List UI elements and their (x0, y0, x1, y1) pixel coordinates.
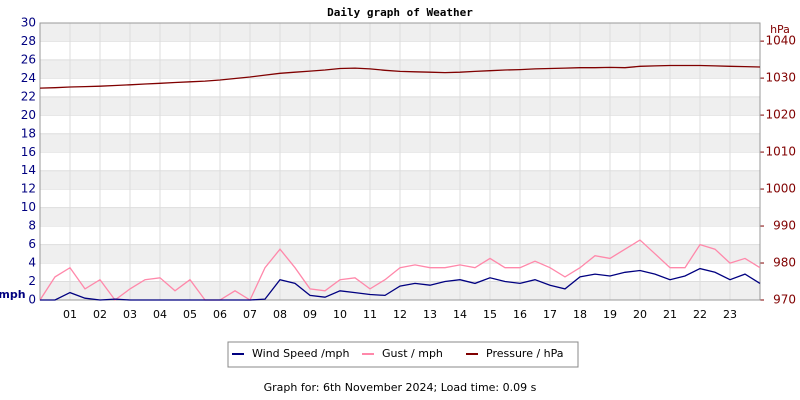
y-tick-label: 8 (28, 219, 36, 233)
x-tick-label: 06 (213, 308, 227, 321)
y-tick-label: 10 (21, 200, 36, 214)
x-tick-label: 21 (663, 308, 677, 321)
y2-tick-label: 1030 (765, 71, 796, 85)
y-axis-label: mph (0, 288, 26, 301)
y-tick-label: 14 (21, 163, 36, 177)
x-tick-label: 12 (393, 308, 407, 321)
x-tick-label: 15 (483, 308, 497, 321)
y-tick-label: 2 (28, 274, 36, 288)
y2-tick-label: 1040 (765, 34, 796, 48)
y-tick-label: 24 (21, 71, 36, 85)
footer: Graph for: 6th November 2024; Load time:… (264, 381, 537, 394)
x-tick-label: 20 (633, 308, 647, 321)
x-tick-label: 08 (273, 308, 287, 321)
y2-axis-label: hPa (770, 23, 790, 36)
y-tick-label: 28 (21, 34, 36, 48)
y2-tick-label: 980 (773, 256, 796, 270)
x-tick-label: 16 (513, 308, 527, 321)
y2-tick-label: 970 (773, 293, 796, 307)
x-tick-label: 19 (603, 308, 617, 321)
x-tick-label: 01 (63, 308, 77, 321)
y-tick-label: 30 (21, 16, 36, 30)
y-tick-label: 18 (21, 126, 36, 140)
legend-label: Gust / mph (382, 347, 443, 360)
x-tick-label: 04 (153, 308, 167, 321)
x-tick-label: 05 (183, 308, 197, 321)
chart-title: Daily graph of Weather (327, 6, 473, 19)
y2-tick-label: 1010 (765, 145, 796, 159)
y-tick-label: 6 (28, 237, 36, 251)
y-tick-label: 20 (21, 108, 36, 122)
x-tick-label: 23 (723, 308, 737, 321)
x-tick-label: 02 (93, 308, 107, 321)
x-tick-label: 10 (333, 308, 347, 321)
y-tick-label: 26 (21, 52, 36, 66)
legend-label: Wind Speed /mph (252, 347, 350, 360)
y-tick-label: 12 (21, 182, 36, 196)
x-tick-label: 03 (123, 308, 137, 321)
legend-box (227, 341, 579, 368)
x-tick-label: 18 (573, 308, 587, 321)
x-tick-label: 14 (453, 308, 467, 321)
y2-tick-label: 1000 (765, 182, 796, 196)
x-tick-label: 07 (243, 308, 257, 321)
y-tick-label: 22 (21, 89, 36, 103)
x-tick-label: 17 (543, 308, 557, 321)
x-tick-label: 13 (423, 308, 437, 321)
plot-frame (39, 22, 761, 301)
x-tick-label: 09 (303, 308, 317, 321)
y-tick-label: 4 (28, 256, 36, 270)
series-line (40, 267, 761, 301)
y2-tick-label: 990 (773, 219, 796, 233)
x-tick-label: 11 (363, 308, 377, 321)
series-line (39, 64, 761, 89)
x-tick-label: 22 (693, 308, 707, 321)
legend-label: Pressure / hPa (486, 347, 564, 360)
series-line (39, 239, 761, 301)
y-tick-label: 0 (28, 293, 36, 307)
y2-tick-label: 1020 (765, 108, 796, 122)
y-tick-label: 16 (21, 145, 36, 159)
